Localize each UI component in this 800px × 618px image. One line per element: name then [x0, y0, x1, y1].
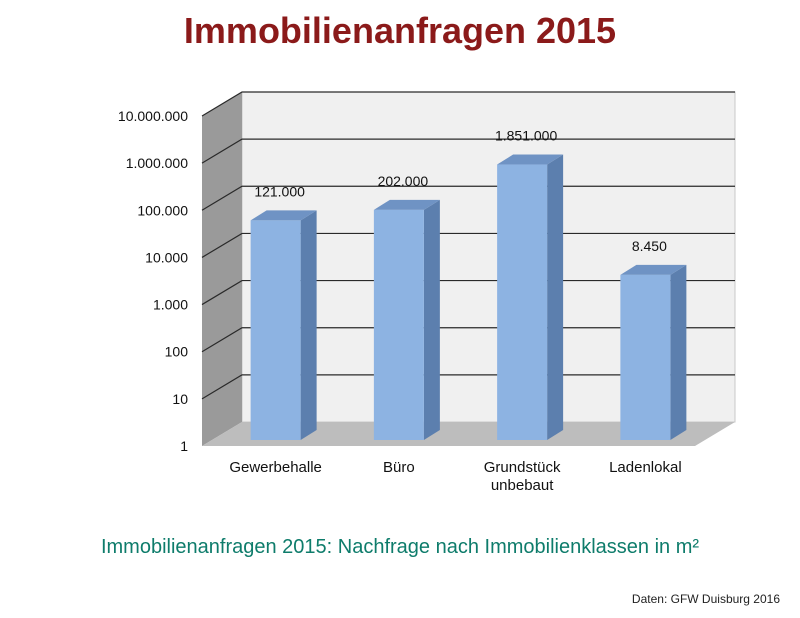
y-tick-label: 1.000.000	[126, 155, 188, 171]
bar-side	[423, 199, 440, 440]
bar-front	[497, 164, 548, 440]
side-wall	[202, 92, 242, 446]
bar-front	[373, 209, 424, 440]
chart-title: Immobilienanfragen 2015	[183, 10, 617, 51]
y-tick-label: 1.000	[153, 297, 188, 313]
gridline	[201, 138, 735, 164]
bar-top	[373, 199, 440, 210]
bar	[497, 154, 564, 440]
bar-front	[250, 220, 301, 440]
bar-top	[497, 154, 564, 165]
gridline	[201, 232, 735, 258]
floor	[202, 422, 735, 446]
bar	[373, 199, 440, 440]
x-tick-label: Ladenlokal	[609, 459, 682, 476]
chart-walls	[202, 91, 736, 446]
y-tick-label: 10.000.000	[118, 108, 188, 124]
bar-side	[670, 264, 687, 440]
gridline	[201, 327, 735, 353]
bar-chart: 1 10 100 1.000 10.000 100.000 1.000.000 10.000.…	[118, 91, 736, 494]
data-label: 1.851.000	[495, 128, 557, 144]
bar	[620, 264, 687, 440]
bar-top	[620, 264, 687, 275]
bar-front	[620, 274, 671, 440]
y-axis-ticks: 1 10 100 1.000 10.000 100.000 1.000.000 10.000.…	[118, 108, 188, 454]
gridline	[201, 185, 735, 211]
y-tick-label: 100.000	[137, 202, 188, 218]
bar-side	[547, 154, 564, 440]
bar-top	[250, 210, 317, 221]
data-source: Daten: GFW Duisburg 2016	[631, 592, 780, 606]
x-tick-label: Gewerbehalle	[229, 459, 322, 476]
chart-subtitle: Immobilienanfragen 2015: Nachfrage nach …	[100, 536, 700, 558]
value-labels: 121.000 202.000 1.851.000 8.450	[254, 128, 667, 254]
y-tick-label: 10.000	[145, 249, 188, 265]
chart-gridlines	[201, 91, 735, 400]
chart-bars	[250, 154, 687, 440]
x-tick-label: Grundstück unbebaut	[484, 459, 561, 494]
x-tick-label: Büro	[383, 459, 415, 476]
y-tick-label: 100	[165, 344, 189, 360]
data-label: 202.000	[378, 173, 429, 189]
data-label: 121.000	[254, 183, 305, 199]
gridline	[201, 374, 735, 400]
gridline	[201, 91, 735, 117]
y-tick-label: 1	[180, 438, 188, 454]
y-tick-label: 10	[172, 391, 188, 407]
x-axis-labels: Gewerbehalle Büro Grundstück unbebaut Ladenl…	[229, 459, 681, 494]
bar	[250, 210, 317, 440]
bar-side	[300, 210, 317, 440]
gridline	[201, 279, 735, 306]
data-label: 8.450	[632, 238, 667, 254]
